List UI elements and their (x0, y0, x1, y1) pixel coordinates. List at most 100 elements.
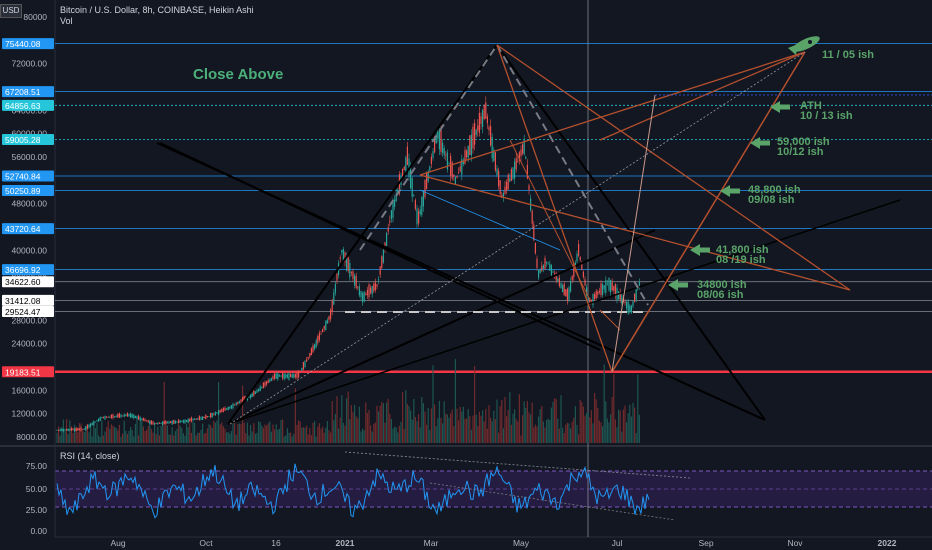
price-label-text: 67208.51 (5, 87, 41, 97)
fan-line-2 (227, 229, 656, 425)
volume-bar (403, 428, 405, 443)
x-axis: Aug Oct 16 2021 Mar May Jul Sep Nov 2022 (110, 538, 896, 548)
volume-bar (171, 427, 173, 443)
candle-body (413, 195, 415, 197)
candle-body (421, 196, 423, 215)
x-tick-label: 2022 (878, 538, 897, 548)
volume-bar (69, 420, 71, 443)
currency-badge[interactable]: USD (0, 4, 22, 18)
dashed-tri-right (496, 44, 649, 306)
volume-bar (627, 413, 629, 443)
candle-body (605, 280, 607, 293)
candle-body (341, 249, 343, 253)
candle-body (106, 416, 108, 418)
candle-body (243, 396, 245, 402)
candle-body (445, 154, 447, 156)
candle-body (325, 320, 327, 331)
candle-body (298, 371, 300, 378)
volume-bar (317, 426, 319, 443)
candle-body (618, 291, 620, 300)
candle-body (454, 177, 456, 185)
orange-line-5 (599, 51, 806, 141)
volume-bar (144, 430, 146, 443)
volume-bar (205, 432, 207, 443)
candle-body (390, 210, 392, 220)
candle-body (285, 374, 287, 378)
candle-body (162, 421, 164, 425)
candle-body (258, 389, 260, 391)
candle-body (235, 402, 237, 406)
candle-body (120, 414, 122, 418)
volume-bar (158, 435, 160, 443)
candle-body (541, 265, 543, 271)
volume-bar (347, 391, 349, 443)
price-label-box (2, 133, 54, 145)
candle-body (379, 266, 381, 275)
candle-body (125, 414, 127, 416)
candle-body (226, 408, 228, 410)
volume-bar (602, 426, 604, 443)
candle-body (558, 277, 560, 287)
ath-date-note: 10 / 13 ish (800, 110, 853, 122)
volume-bar (568, 423, 570, 443)
volume-bar (187, 427, 189, 443)
volume-bar (341, 395, 343, 443)
candle-body (624, 301, 626, 304)
volume-bar (536, 426, 538, 443)
candle-body (498, 170, 500, 187)
volume-bar (566, 422, 568, 443)
volume-bar (368, 410, 370, 443)
price-label-box (2, 366, 54, 378)
candle-body (154, 423, 156, 425)
orange-line-4 (419, 51, 806, 176)
price-label-text: 75440.08 (5, 39, 41, 49)
volume-bar (592, 423, 594, 443)
volume-bar (98, 435, 100, 443)
volume-bar (504, 397, 506, 443)
candle-body (350, 272, 352, 273)
horizontal-levels (55, 43, 932, 374)
volume-bar (283, 436, 285, 443)
candle-body (318, 332, 320, 340)
candle-body (288, 373, 290, 380)
volume-bar (440, 417, 442, 443)
volume-bar (432, 365, 434, 443)
candle-body (512, 167, 514, 180)
candle-body (381, 256, 383, 268)
rsi-tick-label: 50.00 (26, 484, 48, 494)
volume-bar (259, 422, 261, 443)
volume-bar (610, 414, 612, 443)
price-label-box (2, 170, 54, 182)
volume-bar (66, 419, 68, 443)
candle-body (597, 291, 599, 295)
price-label-text: 36696.92 (5, 265, 41, 275)
volume-bar (138, 435, 140, 443)
candle-body (562, 285, 564, 293)
volume-bar (240, 423, 242, 443)
candle-body (568, 287, 570, 301)
volume-bar (232, 419, 234, 443)
volume-bar (72, 432, 74, 443)
price-label-box (2, 185, 54, 197)
candle-body (178, 419, 180, 424)
volume-bar (458, 420, 460, 443)
volume-bar (539, 409, 541, 443)
volume-bar (522, 415, 524, 443)
candle-body (594, 293, 596, 300)
volume-bar (515, 419, 517, 443)
x-tick-label: May (513, 538, 530, 548)
volume-bar (472, 415, 474, 443)
candle-body (339, 257, 341, 259)
volume-bar (394, 426, 396, 443)
candle-body (150, 420, 152, 425)
volume-bar (326, 421, 328, 443)
candle-body (459, 166, 461, 172)
candle-body (504, 186, 506, 194)
price-label-text: 34622.60 (5, 277, 41, 287)
candle-body (466, 150, 468, 157)
candle-body (403, 166, 405, 170)
candle-body (171, 420, 173, 425)
candle-body (347, 257, 349, 271)
candle-body (296, 372, 298, 379)
